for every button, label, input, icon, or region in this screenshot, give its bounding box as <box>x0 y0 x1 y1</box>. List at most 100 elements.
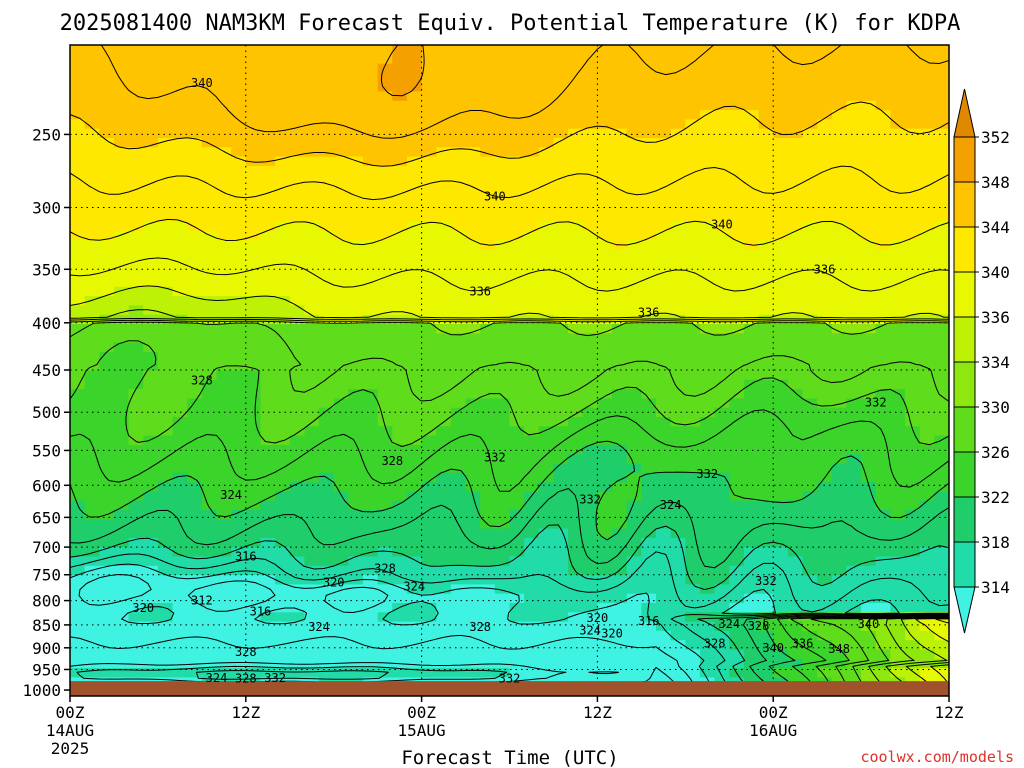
colorbar-tick-label: 314 <box>981 578 1010 597</box>
colorbar-segment <box>953 361 976 408</box>
colorbar-tick-label: 348 <box>981 173 1010 192</box>
y-tick-label: 900 <box>32 639 61 658</box>
contour-label: 340 <box>484 190 506 204</box>
x-tick-year: 2025 <box>51 739 90 758</box>
colorbar: 314 318 322 326 330 334 336 340 344 348 352 <box>953 88 1010 634</box>
contour-label: 324 <box>308 620 330 634</box>
contour-340 <box>70 218 949 246</box>
contour-label: 312 <box>191 594 213 608</box>
contour-label: 332 <box>499 672 521 686</box>
y-tick-label: 600 <box>32 476 61 495</box>
contour-342 <box>70 165 949 201</box>
contour-328 <box>70 321 949 696</box>
contour-332 <box>70 318 949 696</box>
contour-label: 336 <box>638 306 660 320</box>
contour-label: 320 <box>323 576 345 590</box>
colorbar-tick-label: 340 <box>981 263 1010 282</box>
y-tick-label: 550 <box>32 441 61 460</box>
contour-label: 320 <box>132 601 154 615</box>
contour-label: 320 <box>601 626 623 640</box>
x-axis-label: Forecast Time (UTC) <box>401 747 618 768</box>
contour-label: 336 <box>814 262 836 276</box>
contour-322 <box>70 440 949 696</box>
colorbar-segment <box>953 406 976 453</box>
contour-label: 316 <box>250 604 272 618</box>
contour-label: 324 <box>206 671 228 685</box>
x-tick-date: 16AUG <box>749 721 797 740</box>
y-tick-label: 350 <box>32 260 61 279</box>
colorbar-tick-label: 334 <box>981 353 1010 372</box>
colorbar-tick-label: 352 <box>981 128 1010 147</box>
x-tick-label: 12Z <box>935 703 964 722</box>
chart-title: 2025081400 NAM3KM Forecast Equiv. Potent… <box>60 11 961 36</box>
grid-lines <box>70 45 949 696</box>
colorbar-segment <box>953 496 976 543</box>
colorbar-tick-label: 326 <box>981 443 1010 462</box>
contour-label: 320 <box>587 611 609 625</box>
y-tick-label: 800 <box>32 592 61 611</box>
contour-label: 328 <box>381 454 403 468</box>
contour-324 <box>70 409 949 696</box>
contour-336 <box>70 285 949 696</box>
contour-348 <box>380 45 425 97</box>
contour-label: 328 <box>748 619 770 633</box>
contour-label: 340 <box>711 218 733 232</box>
colorbar-segment <box>953 181 976 228</box>
y-tick-label: 950 <box>32 660 61 679</box>
y-tick-label: 500 <box>32 403 61 422</box>
colorbar-tick-label: 336 <box>981 308 1010 327</box>
contour-label: 340 <box>858 617 880 631</box>
colorbar-extend-bottom <box>953 586 976 634</box>
y-tick-label: 400 <box>32 314 61 333</box>
x-tick-label: 12Z <box>231 703 260 722</box>
contour-label: 324 <box>718 617 740 631</box>
contour-316 <box>70 551 949 696</box>
contour-label: 328 <box>704 636 726 650</box>
colorbar-segment <box>953 136 976 183</box>
colorbar-segment <box>953 541 976 588</box>
contour-label: 328 <box>191 374 213 388</box>
x-tick-label: 00Z <box>407 703 436 722</box>
contour-label: 316 <box>638 614 660 628</box>
y-tick-label: 850 <box>32 616 61 635</box>
y-tick-label: 750 <box>32 566 61 585</box>
colorbar-tick-label: 322 <box>981 488 1010 507</box>
contour-label: 316 <box>235 550 257 564</box>
credit-link[interactable]: coolwx.com/models <box>860 748 1014 766</box>
contour-label: 332 <box>865 395 887 409</box>
colorbar-segment <box>953 316 976 363</box>
y-tick-label: 1000 <box>22 681 61 700</box>
contour-label: 324 <box>660 498 682 512</box>
contour-label: 328 <box>235 672 257 686</box>
colorbar-extend-top <box>953 88 976 138</box>
ground-surface <box>70 681 949 696</box>
contour-label: 328 <box>374 561 396 575</box>
colorbar-tick-label: 330 <box>981 398 1010 417</box>
contour-label: 332 <box>755 574 777 588</box>
x-tick-label: 12Z <box>583 703 612 722</box>
colorbar-segment <box>953 271 976 318</box>
contour-label: 348 <box>828 642 850 656</box>
colorbar-tick-label: 344 <box>981 218 1010 237</box>
contour-label: 340 <box>762 641 784 655</box>
contour-label: 332 <box>579 493 601 507</box>
contour-326 <box>70 340 949 696</box>
contour-label: 328 <box>469 620 491 634</box>
x-tick-label: 00Z <box>56 703 85 722</box>
contour-label: 340 <box>191 76 213 90</box>
colorbar-segment <box>953 226 976 273</box>
contour-label: 324 <box>403 579 425 593</box>
y-tick-label: 650 <box>32 508 61 527</box>
contour-label: 336 <box>792 636 814 650</box>
contour-label: 336 <box>469 285 491 299</box>
colorbar-tick-label: 318 <box>981 533 1010 552</box>
y-tick-label: 250 <box>32 125 61 144</box>
contour-344 <box>70 101 949 167</box>
contour-label: 332 <box>264 671 286 685</box>
contour-label: 324 <box>579 624 601 638</box>
x-tick-label: 00Z <box>759 703 788 722</box>
contour-346 <box>100 45 949 139</box>
temperature-field <box>70 45 949 696</box>
